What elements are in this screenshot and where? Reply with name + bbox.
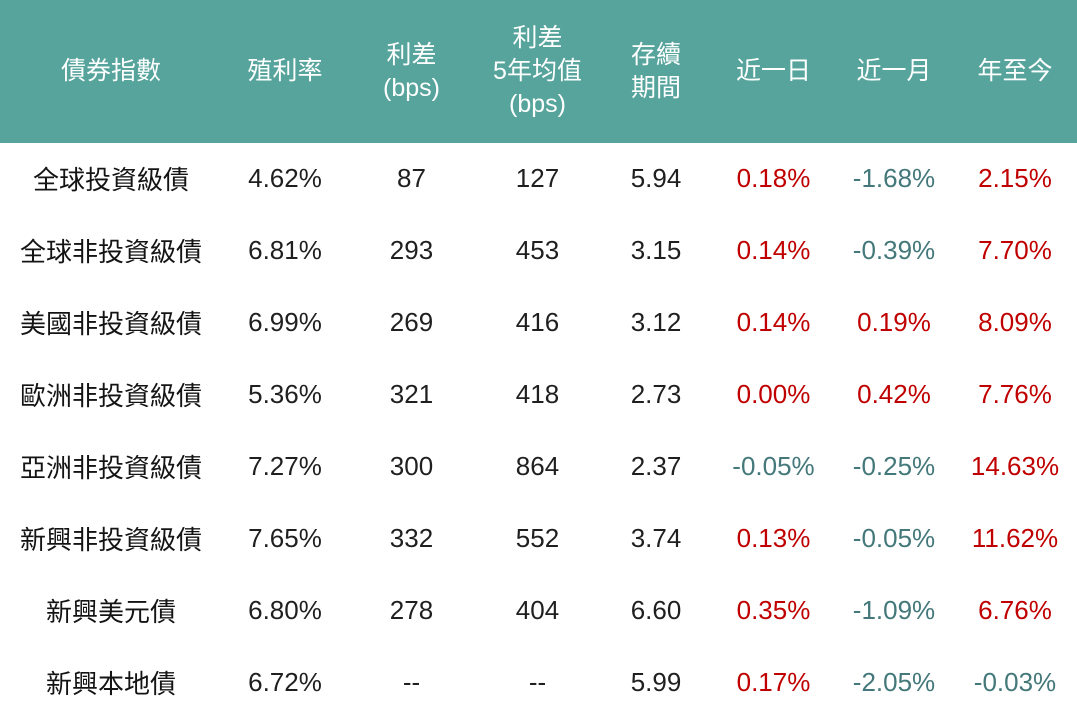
cell-duration: 3.15 — [630, 235, 682, 266]
cell-spread: 332 — [389, 522, 434, 553]
cell-change-1d: -0.05% — [732, 450, 815, 481]
table-row: 全球非投資級債 6.81% 293 453 3.15 0.14% -0.39% … — [0, 215, 1077, 287]
cell-change-1m: -0.05% — [852, 522, 936, 553]
cell-change-1m: 0.19% — [857, 307, 931, 338]
table-header: 債券指數 殖利率 利差 (bps) 利差 5年均值 (bps) 存續 期間 近一日 近一… — [0, 0, 1077, 143]
cell-change-ytd: 6.76% — [978, 594, 1052, 625]
cell-yield: 6.81% — [248, 235, 322, 266]
cell-duration: 3.12 — [630, 307, 682, 338]
cell-change-1m: -1.09% — [852, 594, 936, 625]
cell-spread: 321 — [389, 379, 434, 410]
header-row: 債券指數 殖利率 利差 (bps) 利差 5年均值 (bps) 存續 期間 近一日 近一… — [0, 0, 1077, 143]
cell-bond-index: 美國非投資級債 — [19, 309, 202, 340]
cell-change-1d: 0.14% — [736, 307, 811, 338]
table-row: 美國非投資級債 6.99% 269 416 3.12 0.14% 0.19% 8… — [0, 287, 1077, 359]
cell-bond-index: 全球投資級債 — [32, 165, 189, 196]
cell-change-ytd: 8.09% — [978, 307, 1052, 338]
cell-spread-5y-avg: 416 — [515, 307, 560, 338]
cell-change-1m: 0.42% — [857, 379, 931, 410]
cell-bond-index: 歐洲非投資級債 — [19, 381, 202, 412]
cell-yield: 7.27% — [248, 450, 322, 481]
cell-spread: 293 — [389, 235, 434, 266]
table-row: 新興美元債 6.80% 278 404 6.60 0.35% -1.09% 6.… — [0, 574, 1077, 646]
cell-duration: 5.99 — [630, 666, 682, 697]
cell-yield: 6.80% — [248, 594, 322, 625]
cell-bond-index: 新興本地債 — [45, 668, 176, 699]
cell-duration: 2.73 — [630, 379, 682, 410]
cell-spread-5y-avg: 453 — [515, 235, 560, 266]
cell-spread: 278 — [389, 594, 434, 625]
cell-spread-5y-avg: 127 — [515, 163, 560, 194]
cell-change-ytd: 7.70% — [978, 235, 1052, 266]
cell-duration: 5.94 — [630, 163, 682, 194]
col-header-bond-index: 債券指數 — [0, 0, 222, 143]
cell-change-1d: 0.13% — [736, 522, 811, 553]
cell-bond-index: 亞洲非投資級債 — [19, 452, 202, 483]
cell-change-1d: 0.35% — [736, 594, 811, 625]
cell-spread: -- — [402, 666, 421, 697]
cell-spread: 87 — [397, 163, 426, 194]
cell-spread-5y-avg: -- — [528, 666, 547, 697]
cell-change-ytd: 14.63% — [970, 450, 1060, 481]
cell-spread: 300 — [389, 450, 434, 481]
cell-change-1m: -2.05% — [852, 666, 936, 697]
cell-bond-index: 全球非投資級債 — [19, 237, 202, 268]
cell-change-ytd: 2.15% — [978, 163, 1052, 194]
col-header-yield: 殖利率 — [222, 0, 348, 143]
table-row: 全球投資級債 4.62% 87 127 5.94 0.18% -1.68% 2.… — [0, 143, 1077, 215]
col-header-change-ytd: 年至今 — [953, 0, 1077, 143]
cell-bond-index: 新興非投資級債 — [19, 524, 202, 555]
cell-yield: 7.65% — [248, 522, 322, 553]
cell-change-1d: 0.18% — [736, 163, 811, 194]
cell-change-1d: 0.00% — [736, 379, 811, 410]
col-header-spread-5y-avg-bps: 利差 5年均值 (bps) — [475, 0, 600, 143]
col-header-spread-bps: 利差 (bps) — [348, 0, 475, 143]
cell-change-1m: -0.25% — [852, 450, 936, 481]
table-row: 新興本地債 6.72% -- -- 5.99 0.17% -2.05% -0.0… — [0, 646, 1077, 718]
cell-spread-5y-avg: 404 — [515, 594, 560, 625]
cell-change-ytd: -0.03% — [973, 666, 1057, 697]
col-header-change-1m: 近一月 — [835, 0, 953, 143]
cell-yield: 6.72% — [248, 666, 322, 697]
cell-yield: 5.36% — [248, 379, 322, 410]
table-row: 歐洲非投資級債 5.36% 321 418 2.73 0.00% 0.42% 7… — [0, 359, 1077, 431]
cell-change-1m: -1.68% — [852, 163, 936, 194]
cell-change-ytd: 11.62% — [971, 522, 1059, 553]
cell-spread-5y-avg: 552 — [515, 522, 560, 553]
table-body: 全球投資級債 4.62% 87 127 5.94 0.18% -1.68% 2.… — [0, 143, 1077, 718]
cell-duration: 3.74 — [630, 522, 682, 553]
cell-spread-5y-avg: 418 — [515, 379, 560, 410]
cell-yield: 4.62% — [248, 163, 322, 194]
cell-change-1d: 0.17% — [736, 666, 811, 697]
cell-duration: 2.37 — [630, 450, 682, 481]
cell-change-1d: 0.14% — [736, 235, 811, 266]
table-row: 新興非投資級債 7.65% 332 552 3.74 0.13% -0.05% … — [0, 502, 1077, 574]
cell-bond-index: 新興美元債 — [45, 596, 176, 627]
table-row: 亞洲非投資級債 7.27% 300 864 2.37 -0.05% -0.25%… — [0, 431, 1077, 503]
cell-duration: 6.60 — [630, 594, 682, 625]
col-header-change-1d: 近一日 — [712, 0, 835, 143]
cell-yield: 6.99% — [248, 307, 322, 338]
cell-spread: 269 — [389, 307, 434, 338]
cell-change-1m: -0.39% — [852, 235, 936, 266]
col-header-duration: 存續 期間 — [600, 0, 712, 143]
cell-spread-5y-avg: 864 — [515, 450, 560, 481]
cell-change-ytd: 7.76% — [978, 379, 1052, 410]
